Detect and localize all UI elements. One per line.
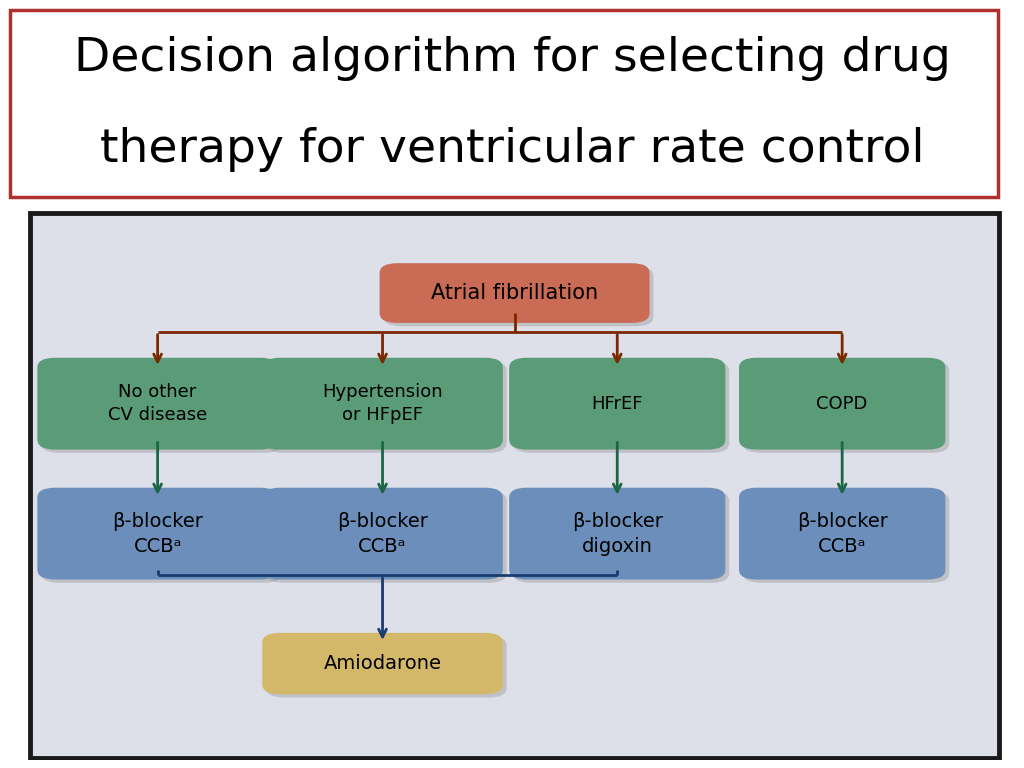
Text: No other
CV disease: No other CV disease	[108, 383, 207, 425]
FancyBboxPatch shape	[41, 361, 282, 453]
FancyBboxPatch shape	[10, 10, 998, 197]
Text: Hypertension
or HFpEF: Hypertension or HFpEF	[323, 383, 442, 425]
FancyBboxPatch shape	[513, 491, 729, 583]
Text: HFrEF: HFrEF	[592, 395, 643, 412]
FancyBboxPatch shape	[31, 213, 998, 757]
Text: β-blocker
CCBᵃ: β-blocker CCBᵃ	[113, 511, 203, 555]
FancyBboxPatch shape	[266, 361, 507, 453]
Text: therapy for ventricular rate control: therapy for ventricular rate control	[99, 127, 925, 172]
Text: β-blocker
CCBᵃ: β-blocker CCBᵃ	[797, 511, 888, 555]
FancyBboxPatch shape	[513, 361, 729, 453]
Text: β-blocker
digoxin: β-blocker digoxin	[571, 511, 663, 555]
FancyBboxPatch shape	[41, 491, 282, 583]
FancyBboxPatch shape	[262, 633, 503, 694]
FancyBboxPatch shape	[262, 488, 503, 580]
Text: β-blocker
CCBᵃ: β-blocker CCBᵃ	[337, 511, 428, 555]
Text: Atrial fibrillation: Atrial fibrillation	[431, 283, 598, 303]
FancyBboxPatch shape	[384, 266, 653, 326]
FancyBboxPatch shape	[37, 488, 278, 580]
FancyBboxPatch shape	[509, 488, 725, 580]
FancyBboxPatch shape	[509, 358, 725, 449]
FancyBboxPatch shape	[262, 358, 503, 449]
FancyBboxPatch shape	[742, 491, 949, 583]
FancyBboxPatch shape	[380, 263, 649, 323]
FancyBboxPatch shape	[739, 358, 945, 449]
Text: Amiodarone: Amiodarone	[324, 654, 441, 673]
Text: COPD: COPD	[816, 395, 868, 412]
FancyBboxPatch shape	[266, 636, 507, 697]
FancyBboxPatch shape	[742, 361, 949, 453]
FancyBboxPatch shape	[37, 358, 278, 449]
FancyBboxPatch shape	[739, 488, 945, 580]
FancyBboxPatch shape	[266, 491, 507, 583]
Text: Decision algorithm for selecting drug: Decision algorithm for selecting drug	[74, 35, 950, 81]
